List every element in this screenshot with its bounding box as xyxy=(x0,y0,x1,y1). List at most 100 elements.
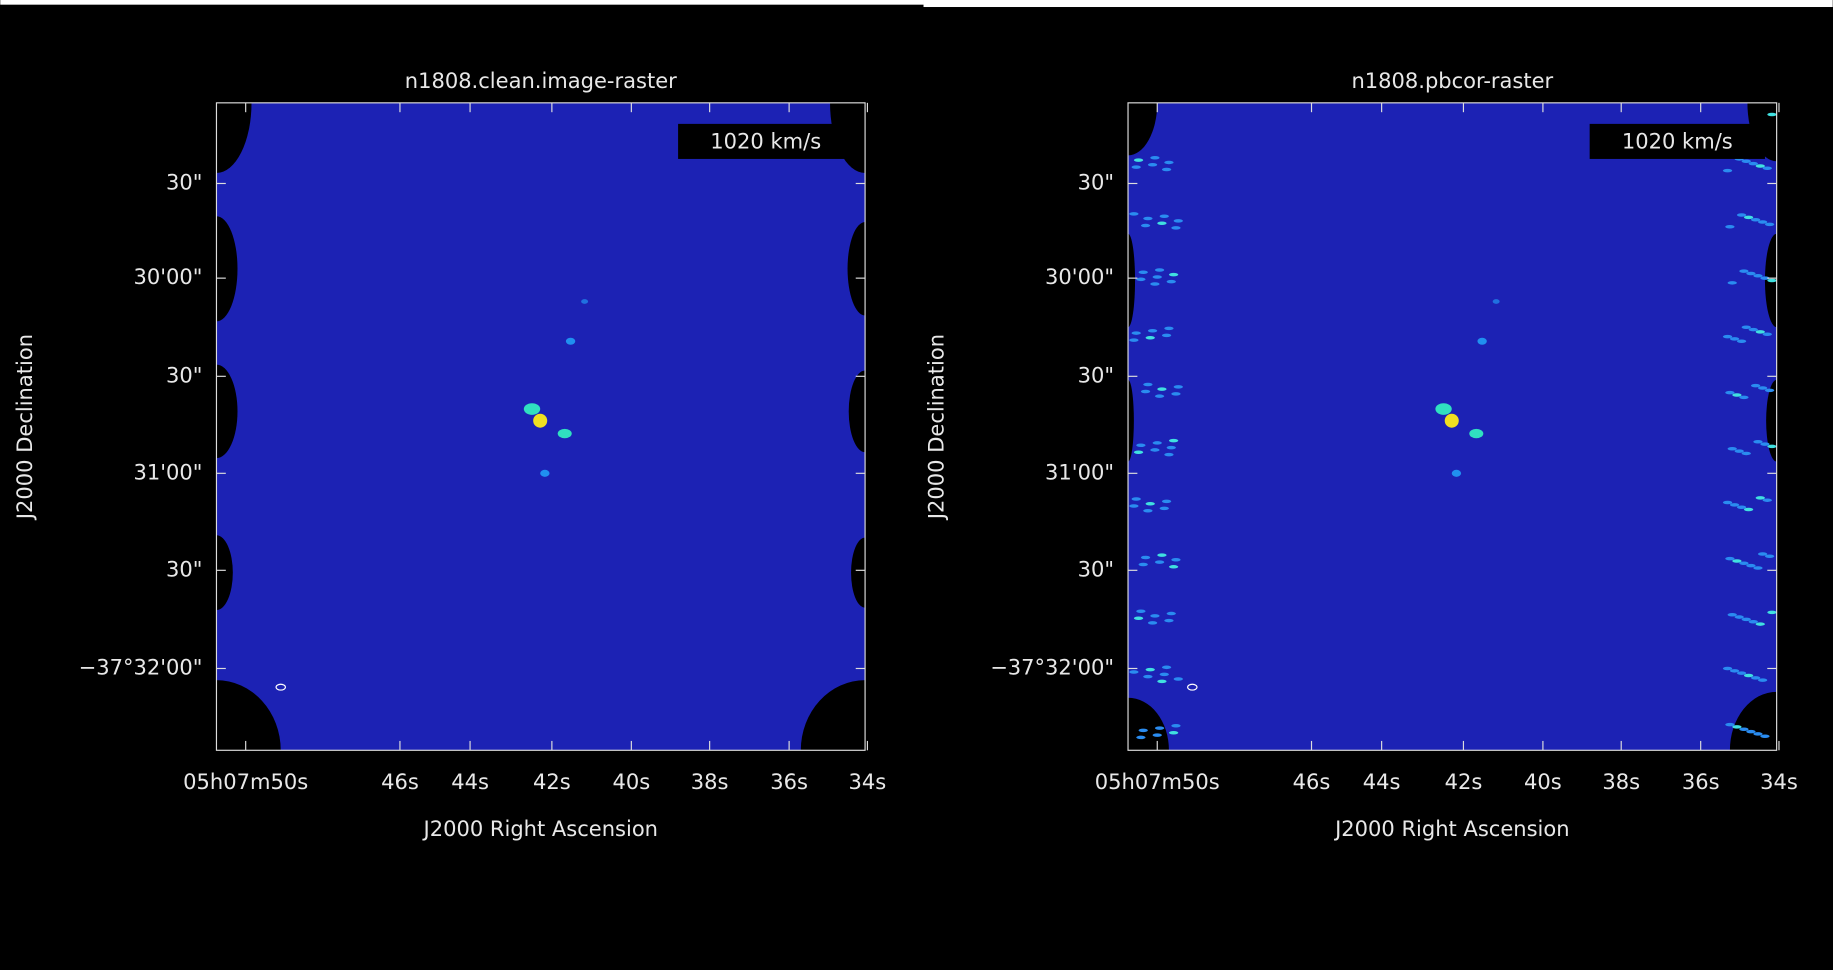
noise xyxy=(1133,450,1144,455)
noise xyxy=(1159,214,1169,218)
noise xyxy=(1173,677,1183,681)
noise xyxy=(1164,326,1174,331)
noise xyxy=(1157,221,1167,225)
emission xyxy=(533,413,548,428)
noise xyxy=(1753,732,1763,736)
noise xyxy=(1161,167,1172,172)
noise xyxy=(1767,444,1777,449)
noise xyxy=(1140,555,1151,560)
emission xyxy=(1469,428,1484,439)
noise xyxy=(1767,610,1777,615)
emission xyxy=(1451,469,1462,477)
noise xyxy=(1725,556,1735,561)
noise xyxy=(1725,722,1735,727)
noise xyxy=(1729,669,1740,673)
x-tick-label: 42s xyxy=(533,769,571,794)
noise xyxy=(1760,734,1770,739)
velocity-box xyxy=(1589,123,1765,159)
noise xyxy=(1755,330,1765,334)
noise xyxy=(1729,503,1740,507)
noise xyxy=(1762,332,1772,336)
noise xyxy=(1757,552,1768,556)
noise xyxy=(1171,723,1181,728)
x-tick-label: 36s xyxy=(770,769,808,794)
emission xyxy=(1435,403,1452,415)
noise xyxy=(1767,112,1777,117)
emission xyxy=(523,403,541,415)
noise xyxy=(1732,559,1742,563)
noise xyxy=(1157,679,1167,684)
noise xyxy=(1166,279,1176,284)
noise xyxy=(1755,496,1765,500)
noise xyxy=(1748,327,1758,332)
noise xyxy=(1753,566,1763,570)
noise xyxy=(1725,224,1735,229)
noise xyxy=(1727,281,1737,285)
noise xyxy=(1136,277,1146,282)
noise xyxy=(1727,447,1737,451)
noise xyxy=(1746,563,1756,568)
noise xyxy=(1150,156,1160,160)
noise xyxy=(1741,325,1751,329)
x-tick-label: 46s xyxy=(381,769,419,794)
noise xyxy=(1168,565,1179,569)
x-axis-label: J2000 Right Ascension xyxy=(422,816,658,841)
noise xyxy=(1739,395,1749,400)
panel-title: n1808.clean.image-raster xyxy=(405,68,677,93)
x-tick-label: 05h07m50s xyxy=(183,769,308,794)
noise xyxy=(1138,270,1148,275)
noise xyxy=(1143,216,1153,221)
noise xyxy=(1764,554,1775,559)
noise xyxy=(1152,733,1162,737)
beam xyxy=(275,683,287,691)
noise xyxy=(1129,504,1139,508)
noise xyxy=(1171,558,1181,562)
emission xyxy=(581,299,589,304)
noise xyxy=(1171,392,1181,396)
noise xyxy=(1743,507,1754,512)
emission xyxy=(565,337,576,345)
top-strip xyxy=(0,0,924,5)
noise xyxy=(1129,338,1139,342)
noise xyxy=(1143,382,1153,387)
noise xyxy=(1173,385,1183,389)
y-tick-label: −37°32'00" xyxy=(79,654,203,679)
noise xyxy=(1757,678,1768,682)
y-tick-label: 30" xyxy=(166,169,202,194)
noise xyxy=(1147,328,1158,333)
noise xyxy=(1732,393,1742,397)
y-axis-label: J2000 Declination xyxy=(924,334,949,521)
noise xyxy=(1764,222,1775,227)
noise xyxy=(1736,339,1747,344)
emission xyxy=(540,469,550,477)
noise xyxy=(1755,622,1765,626)
noise xyxy=(1164,452,1174,457)
noise xyxy=(1171,226,1181,230)
noise xyxy=(1722,500,1733,505)
noise xyxy=(1154,726,1165,730)
noise xyxy=(1131,331,1141,335)
emission xyxy=(1477,337,1487,345)
noise xyxy=(1145,335,1155,340)
x-tick-label: 38s xyxy=(1602,769,1640,794)
noise xyxy=(1764,388,1775,393)
noise xyxy=(1734,449,1744,453)
noise xyxy=(1741,617,1751,622)
noise xyxy=(1750,217,1761,222)
y-tick-label: −37°32'00" xyxy=(990,654,1114,679)
noise xyxy=(1157,553,1167,557)
y-tick-label: 31'00" xyxy=(1045,459,1114,484)
noise xyxy=(1748,161,1758,166)
noise xyxy=(1750,383,1761,388)
noise xyxy=(1150,282,1160,286)
noise xyxy=(1131,497,1141,501)
noise xyxy=(1753,274,1763,278)
y-tick-label: 30'00" xyxy=(1045,264,1114,289)
noise xyxy=(1154,268,1165,272)
noise xyxy=(1757,220,1768,224)
frame xyxy=(215,102,866,751)
noise xyxy=(1131,165,1141,169)
noise xyxy=(1739,269,1749,273)
